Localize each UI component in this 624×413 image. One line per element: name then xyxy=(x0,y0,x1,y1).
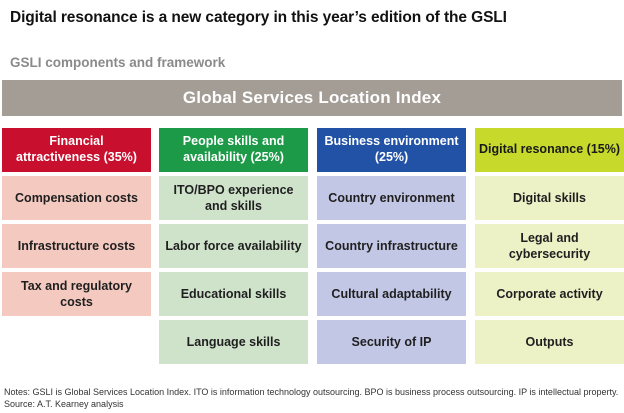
notes-text: Notes: GSLI is Global Services Location … xyxy=(4,387,619,397)
component-cell: Compensation costs xyxy=(2,176,151,220)
component-cell: Outputs xyxy=(475,320,624,364)
column-header: Financial attractiveness (35%) xyxy=(2,128,151,172)
page-subtitle: GSLI components and framework xyxy=(10,55,226,70)
footnotes: Notes: GSLI is Global Services Location … xyxy=(4,386,618,410)
component-cell: Legal and cybersecurity xyxy=(475,224,624,268)
column-financial-attractiveness: Financial attractiveness (35%) Compensat… xyxy=(2,128,151,320)
component-cell: ITO/BPO experience and skills xyxy=(159,176,308,220)
component-cell: Cultural adaptability xyxy=(317,272,466,316)
column-header: People skills and availability (25%) xyxy=(159,128,308,172)
column-business-environment: Business environment (25%) Country envir… xyxy=(317,128,466,368)
column-header: Business environment (25%) xyxy=(317,128,466,172)
component-cell: Labor force availability xyxy=(159,224,308,268)
column-header: Digital resonance (15%) xyxy=(475,128,624,172)
component-cell: Educational skills xyxy=(159,272,308,316)
component-cell: Infrastructure costs xyxy=(2,224,151,268)
source-text: Source: A.T. Kearney analysis xyxy=(4,399,124,410)
component-cell: Corporate activity xyxy=(475,272,624,316)
component-cell: Country environment xyxy=(317,176,466,220)
component-cell: Language skills xyxy=(159,320,308,364)
component-cell: Security of IP xyxy=(317,320,466,364)
component-cell: Country infrastructure xyxy=(317,224,466,268)
column-digital-resonance: Digital resonance (15%) Digital skills L… xyxy=(475,128,624,368)
component-cell: Tax and regulatory costs xyxy=(2,272,151,316)
page-title: Digital resonance is a new category in t… xyxy=(10,9,507,26)
index-banner: Global Services Location Index xyxy=(2,80,622,116)
column-people-skills: People skills and availability (25%) ITO… xyxy=(159,128,308,368)
component-cell: Digital skills xyxy=(475,176,624,220)
